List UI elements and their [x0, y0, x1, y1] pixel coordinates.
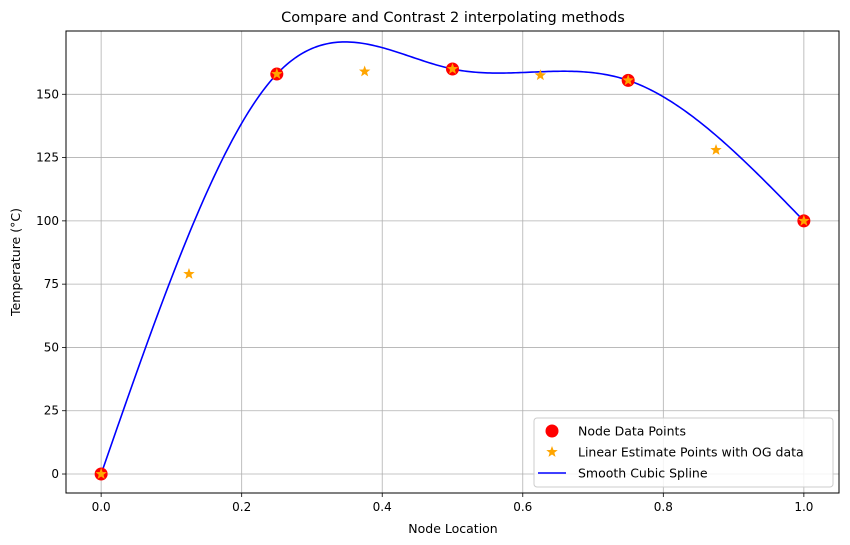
linear-estimate-point — [183, 268, 195, 279]
y-tick-label: 25 — [44, 404, 59, 418]
x-tick-label: 0.2 — [232, 500, 251, 514]
y-tick-label: 125 — [36, 151, 59, 165]
legend-label: Linear Estimate Points with OG data — [578, 445, 804, 460]
legend-box — [533, 417, 834, 488]
y-tick-label: 150 — [36, 87, 59, 101]
y-tick-label: 100 — [36, 214, 59, 228]
y-tick-label: 75 — [44, 277, 59, 291]
plot-frame — [65, 30, 840, 494]
legend-label: Node Data Points — [578, 424, 686, 439]
y-tick-label: 50 — [44, 340, 59, 354]
ticks: 0.0 0.2 0.4 0.6 0.8 1.0 0 25 50 75 100 125 150 — [36, 87, 813, 514]
linear-estimate-point — [798, 214, 810, 226]
x-tick-label: 0.8 — [654, 500, 673, 514]
chart-title: Compare and Contrast 2 interpolating met… — [281, 10, 625, 26]
linear-estimate-point — [622, 74, 634, 86]
x-tick-label: 0.6 — [513, 500, 532, 514]
x-tick-label: 0.0 — [92, 500, 111, 514]
x-tick-label: 1.0 — [794, 500, 813, 514]
linear-estimate-point — [534, 69, 547, 81]
x-axis-label: Node Location — [408, 521, 497, 536]
y-tick-label: 0 — [51, 467, 59, 481]
legend-label: Smooth Cubic Spline — [578, 466, 708, 481]
linear-estimate-point — [710, 143, 722, 155]
plot-area — [66, 31, 839, 493]
linear-estimate-point — [271, 68, 283, 79]
legend-star-marker — [546, 446, 558, 457]
linear-estimate-point — [446, 62, 459, 74]
legend-circle-marker — [545, 424, 559, 438]
series-layer — [94, 41, 811, 481]
y-axis-label: Temperature (°C) — [8, 208, 23, 317]
x-tick-label: 0.4 — [373, 500, 392, 514]
linear-estimate-point — [358, 65, 371, 77]
legend: Node Data Points Linear Estimate Points w… — [533, 417, 834, 488]
linear-estimate-point — [95, 468, 107, 479]
